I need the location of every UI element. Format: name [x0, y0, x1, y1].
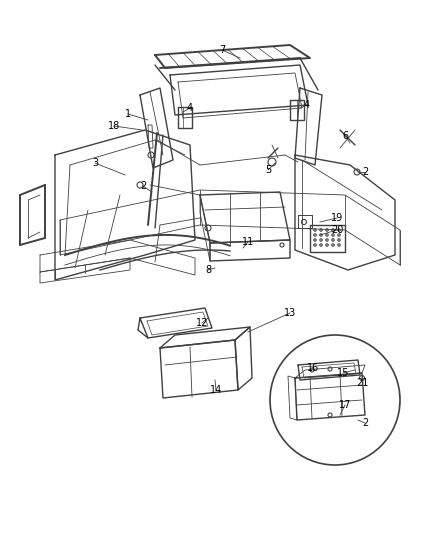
Text: 16: 16: [307, 363, 319, 373]
Text: 4: 4: [304, 100, 310, 110]
Text: 4: 4: [187, 103, 193, 113]
Text: 11: 11: [242, 237, 254, 247]
Text: 14: 14: [210, 385, 222, 395]
Text: 17: 17: [339, 400, 351, 410]
Text: 15: 15: [337, 368, 349, 378]
Text: 13: 13: [284, 308, 296, 318]
Text: 2: 2: [362, 167, 368, 177]
Text: 5: 5: [265, 165, 271, 175]
Text: 8: 8: [205, 265, 211, 275]
Text: 19: 19: [331, 213, 343, 223]
Text: 7: 7: [219, 45, 225, 55]
Text: 1: 1: [125, 109, 131, 119]
Text: 18: 18: [108, 121, 120, 131]
Text: 20: 20: [331, 225, 343, 235]
Text: 12: 12: [196, 318, 208, 328]
Text: 3: 3: [92, 158, 98, 168]
Text: 2: 2: [140, 181, 146, 191]
Text: 2: 2: [362, 418, 368, 428]
Text: 21: 21: [356, 378, 368, 388]
Text: 6: 6: [342, 131, 348, 141]
